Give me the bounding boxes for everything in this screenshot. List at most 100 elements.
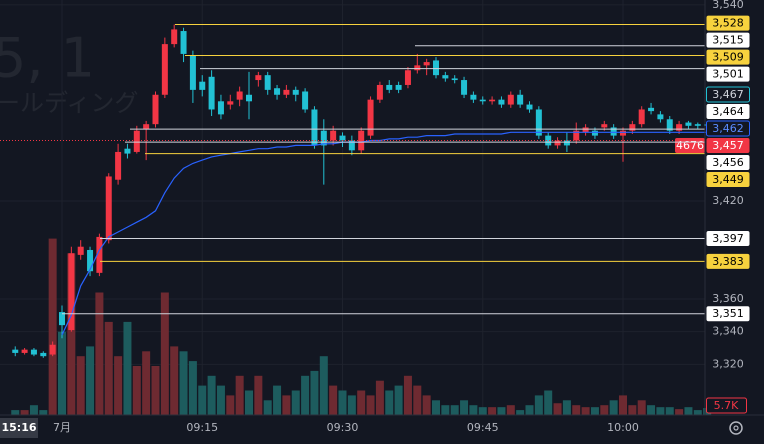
candle-body [545, 135, 552, 146]
candle-body [657, 114, 664, 120]
candle-body [189, 55, 196, 90]
candle-body [404, 70, 411, 85]
volume-bar [534, 395, 543, 415]
volume-bar [282, 395, 291, 415]
moving-average [61, 131, 708, 336]
x-tick-label: 7月 [53, 421, 71, 434]
watermark-symbol: 5, 1 [0, 27, 95, 90]
volume-bar [432, 400, 440, 415]
volume-bar [581, 407, 590, 415]
candle-body [68, 253, 75, 331]
candle-body [133, 130, 140, 152]
candle-body [591, 130, 598, 136]
candle-body [470, 94, 477, 100]
volume-bar [441, 405, 450, 415]
price-label-box [706, 86, 750, 103]
candle-body [694, 124, 701, 126]
candle-body [330, 130, 337, 141]
candle-body [666, 119, 673, 131]
price-label: 3,464 [712, 105, 744, 118]
candle-body [563, 140, 570, 146]
volume-bar [329, 385, 338, 415]
price-label-box [706, 32, 750, 48]
volume-bar [637, 400, 646, 415]
candle-body [255, 75, 262, 81]
volume-bar [525, 405, 534, 415]
volume-bar [385, 390, 394, 415]
candle-body [676, 124, 683, 131]
volume-bar [647, 405, 656, 415]
volume-bar [366, 395, 375, 415]
price-label: 3,449 [712, 173, 744, 186]
candle-body [30, 349, 37, 355]
gear-ring[interactable] [729, 421, 743, 435]
volume-bar [216, 385, 225, 415]
price-label: 3,515 [712, 34, 744, 47]
price-label-box [706, 103, 750, 119]
volume-bar [310, 370, 319, 415]
volume-bar [460, 400, 469, 415]
candle-body [461, 80, 468, 95]
volume-bar [263, 400, 272, 415]
volume-bar [478, 407, 487, 415]
candle-body [554, 140, 561, 146]
volume-bar [114, 356, 123, 415]
candle-body [610, 127, 617, 136]
gear-center[interactable] [733, 425, 739, 431]
volume-bar [488, 407, 497, 415]
volume-bar [29, 405, 38, 415]
candle-body [292, 89, 299, 95]
volume-bar [291, 390, 300, 415]
volume-bar [11, 410, 20, 415]
volume-bar [403, 375, 412, 415]
volume-bar [20, 410, 29, 415]
candle-body [376, 84, 383, 100]
volume-bar [207, 375, 216, 415]
price-label-box [706, 15, 750, 31]
volume-bar [553, 403, 562, 415]
volume-bar [422, 395, 431, 415]
candle-body [311, 109, 318, 146]
price-label-box [706, 171, 750, 187]
candle-body [152, 94, 159, 125]
volume-bar [319, 356, 328, 415]
volume-bar [450, 405, 459, 415]
volume-bar [684, 407, 693, 415]
watermark-name: ールディング [0, 89, 138, 117]
candle-body [535, 109, 542, 136]
candle-body [358, 130, 365, 151]
volume-bar [254, 375, 263, 415]
volume-bar [86, 346, 95, 415]
candle-body [386, 84, 393, 90]
volume-bar [590, 407, 599, 415]
volume-bar [95, 292, 104, 415]
price-label: 3,501 [712, 68, 744, 81]
settings-icon[interactable] [729, 421, 743, 435]
candle-body [171, 29, 178, 45]
candle-body [283, 89, 290, 95]
x-tick-label: 09:30 [327, 421, 359, 434]
volume-bar [104, 321, 113, 415]
candle-body [274, 88, 281, 95]
candle-body [498, 99, 505, 105]
volume-bar [619, 395, 627, 415]
price-label: 3,528 [712, 17, 744, 30]
candle-body [339, 135, 346, 141]
volume-bar [665, 407, 674, 415]
candle-body [423, 62, 430, 66]
candle-body [620, 130, 626, 136]
price-label-box [706, 137, 750, 153]
volume-bar [338, 390, 347, 415]
candle-body [489, 99, 496, 102]
candle-body [526, 104, 533, 110]
price-label-box [706, 120, 750, 137]
volume-bar [656, 407, 665, 415]
price-label-box [706, 231, 750, 247]
volume-label-box [706, 397, 747, 414]
candle-body [59, 312, 65, 326]
candle-body [451, 78, 458, 81]
candle-body [236, 91, 243, 100]
volume-bar [170, 346, 179, 415]
y-tick-label: 3,540 [712, 0, 744, 11]
candle-body [217, 101, 224, 115]
